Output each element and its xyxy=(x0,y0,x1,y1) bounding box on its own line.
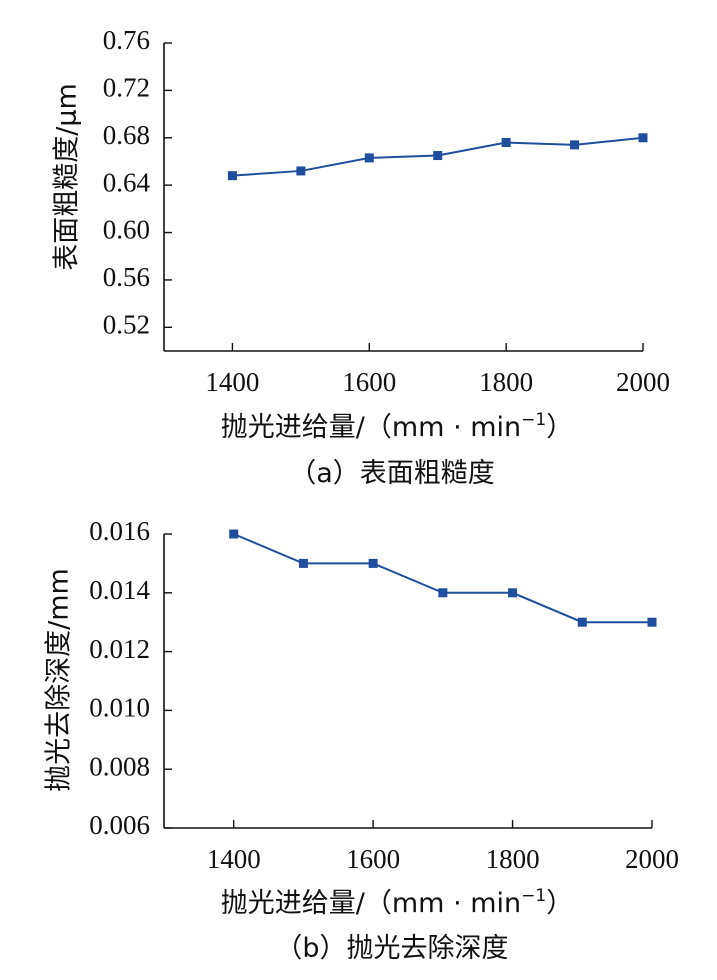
chart-b-series xyxy=(229,529,657,627)
chart-b-y-ticks: 0.006 0.008 0.010 0.012 0.014 0.016 xyxy=(89,516,172,840)
data-point-marker xyxy=(647,617,657,627)
chart-a: 0.52 0.56 0.60 0.64 0.68 0.72 0.76 1400 1600 180… xyxy=(52,25,671,489)
y-tick-label: 0.52 xyxy=(103,310,150,340)
chart-a-axes xyxy=(163,43,643,352)
chart-a-x-axis-title: 抛光进给量/（mm · min−1） xyxy=(221,410,573,443)
chart-b-x-ticks: 1400 1600 1800 2000 xyxy=(207,820,679,874)
chart-a-y-ticks: 0.52 0.56 0.60 0.64 0.68 0.72 0.76 xyxy=(103,25,172,340)
chart-b-x-axis-title-close: ） xyxy=(546,888,573,919)
chart-a-y-axis-title: 表面粗糙度/μm xyxy=(52,83,83,271)
data-point-marker xyxy=(298,558,308,568)
data-point-marker xyxy=(229,529,239,539)
x-tick-label: 1600 xyxy=(346,844,400,874)
x-tick-label: 1600 xyxy=(342,367,396,397)
data-point-marker xyxy=(438,588,448,598)
data-point-marker xyxy=(570,140,580,150)
data-point-marker xyxy=(364,153,374,163)
x-tick-label: 1800 xyxy=(486,844,540,874)
y-tick-label: 0.014 xyxy=(89,575,150,605)
x-tick-label: 1400 xyxy=(205,367,259,397)
chart-b-x-axis-title: 抛光进给量/（mm · min−1） xyxy=(221,886,573,919)
chart-a-x-axis-title-close: ） xyxy=(546,412,573,443)
chart-a-x-ticks: 1400 1600 1800 2000 xyxy=(205,343,670,397)
data-point-marker xyxy=(577,617,587,627)
y-tick-label: 0.56 xyxy=(103,262,150,292)
chart-b-x-axis-title-main: 抛光进给量/（mm · min xyxy=(221,888,521,919)
chart-a-caption: （a）表面粗糙度 xyxy=(289,458,495,489)
y-tick-label: 0.72 xyxy=(103,73,150,103)
chart-b-x-axis-title-superscript: −1 xyxy=(521,886,546,906)
data-point-marker xyxy=(501,138,511,148)
data-point-marker xyxy=(296,166,306,176)
data-point-marker xyxy=(433,151,443,161)
y-tick-label: 0.012 xyxy=(89,634,150,664)
data-point-marker xyxy=(638,133,648,143)
data-point-marker xyxy=(508,588,518,598)
chart-b-caption: （b）抛光去除深度 xyxy=(275,933,508,964)
y-tick-label: 0.76 xyxy=(103,25,150,55)
x-tick-label: 1400 xyxy=(207,844,261,874)
y-tick-label: 0.006 xyxy=(89,810,150,840)
chart-a-x-axis-title-superscript: −1 xyxy=(521,410,546,430)
chart-b-axes xyxy=(163,534,652,829)
x-tick-label: 2000 xyxy=(616,367,670,397)
y-tick-label: 0.008 xyxy=(89,751,150,781)
data-point-marker xyxy=(368,558,378,568)
y-tick-label: 0.60 xyxy=(103,215,150,245)
chart-a-series xyxy=(227,133,648,181)
y-tick-label: 0.016 xyxy=(89,516,150,546)
data-point-marker xyxy=(227,171,237,181)
x-tick-label: 2000 xyxy=(625,844,679,874)
x-tick-label: 1800 xyxy=(479,367,533,397)
y-tick-label: 0.64 xyxy=(103,167,151,197)
chart-b-y-axis-title: 抛光去除深度/mm xyxy=(44,568,75,792)
y-tick-label: 0.010 xyxy=(89,693,150,723)
series-line xyxy=(233,533,652,624)
y-tick-label: 0.68 xyxy=(103,120,150,150)
chart-a-x-axis-title-main: 抛光进给量/（mm · min xyxy=(221,412,521,443)
